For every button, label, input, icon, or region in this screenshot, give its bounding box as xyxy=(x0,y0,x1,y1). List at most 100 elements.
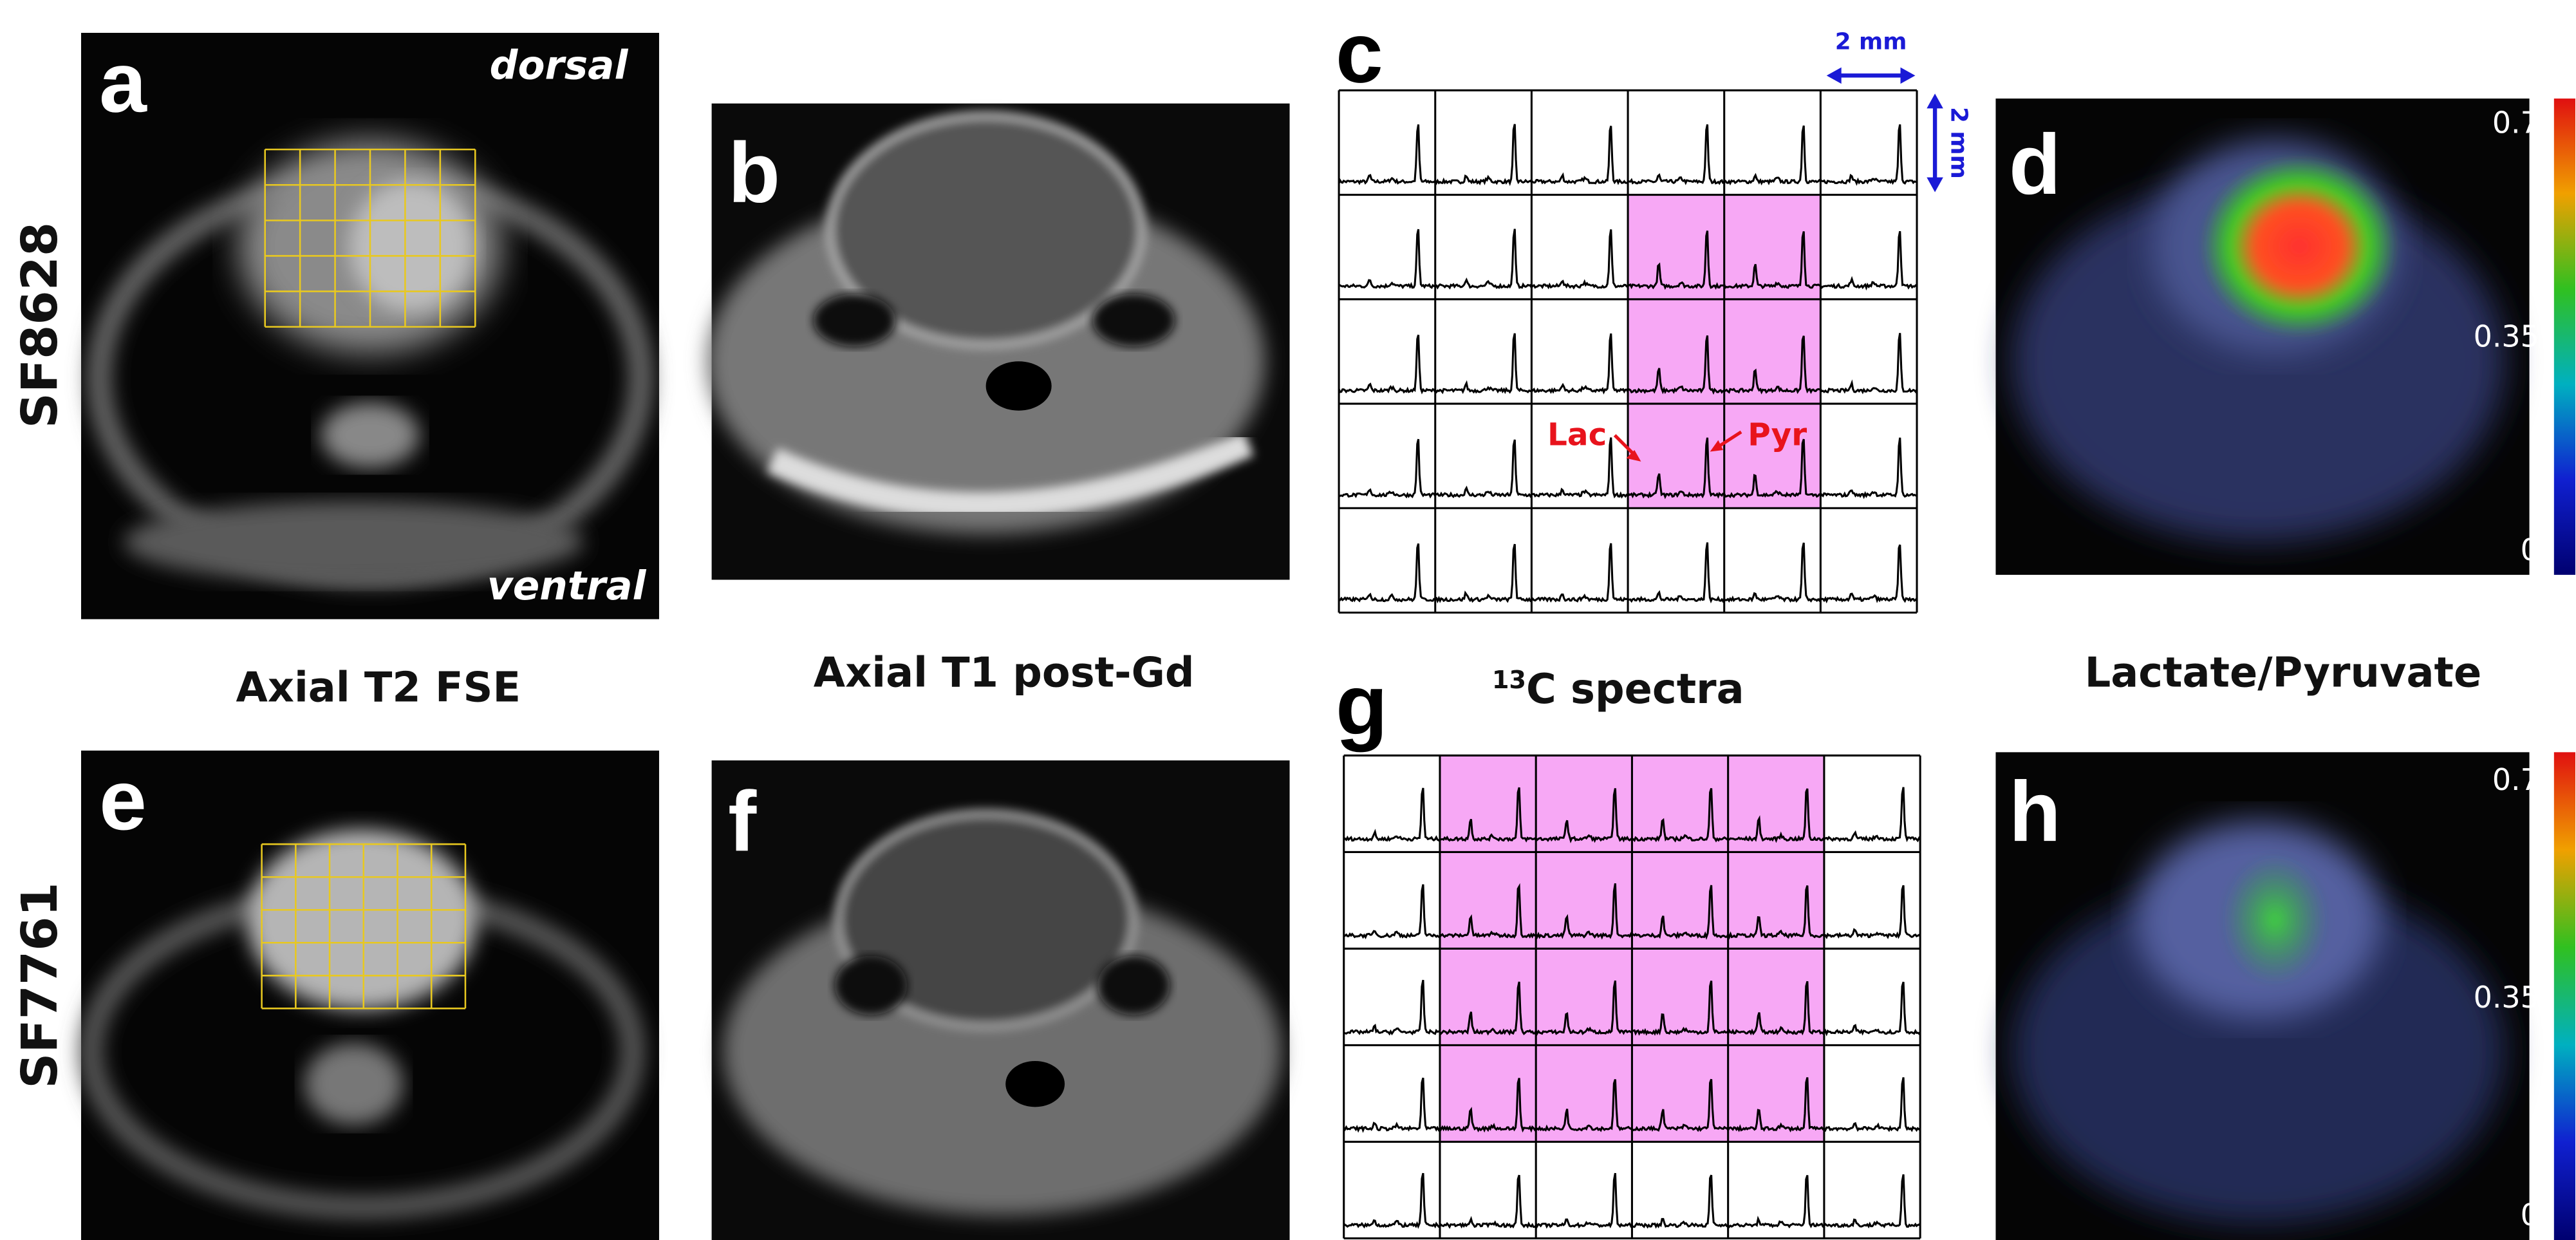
peak-label: Pyr xyxy=(1748,417,1807,453)
spectra-grid xyxy=(1343,754,1921,1239)
panel-letter: b xyxy=(728,126,780,221)
spectrum xyxy=(1434,439,1533,498)
spectrum xyxy=(1727,981,1825,1036)
panel-letter: d xyxy=(2009,117,2061,212)
panel-letter: h xyxy=(2009,764,2061,860)
spectrum xyxy=(1728,788,1825,843)
spectrum xyxy=(1723,231,1822,290)
spectrum xyxy=(1820,437,1918,500)
colorbar-ticks: 0.7 0.35 0 0.7 0.35 0 xyxy=(2474,106,2539,1232)
row-label: SF8628 xyxy=(12,222,69,428)
spectrum xyxy=(1631,1078,1729,1132)
ratio-map-d xyxy=(1995,99,2575,575)
column-title: Lactate/Pyruvate xyxy=(2085,649,2482,697)
panel-letter: e xyxy=(99,753,147,848)
ratio-map-h xyxy=(1995,752,2575,1240)
spectrum xyxy=(1535,788,1633,843)
spectrum xyxy=(1627,335,1724,395)
scale-label: 2 mm xyxy=(1835,29,1907,55)
spectrum xyxy=(1627,437,1725,500)
spectrum xyxy=(1434,333,1532,395)
column-title: Axial T1 post-Gd xyxy=(814,649,1195,697)
scale-bar xyxy=(1826,67,1943,193)
spectrum xyxy=(1343,884,1441,939)
colorbar-tick: 0 xyxy=(2521,1198,2539,1232)
spectrum xyxy=(1531,126,1629,185)
spectrum xyxy=(1723,438,1821,498)
orientation-label: ventral xyxy=(487,563,647,609)
title-text: C spectra xyxy=(1526,666,1744,713)
spectrum xyxy=(1727,1077,1825,1132)
spectrum xyxy=(1435,543,1533,604)
column-title: Axial T2 FSE xyxy=(236,664,521,711)
colorbar-tick: 0.7 xyxy=(2492,106,2539,140)
spectrum xyxy=(1531,229,1629,290)
voxel-grid xyxy=(264,148,476,328)
spectrum xyxy=(1434,124,1533,186)
column-title: 13C spectra xyxy=(1492,666,1744,713)
spectrum xyxy=(1531,543,1629,603)
spectrum xyxy=(1439,981,1537,1036)
spectrum xyxy=(1535,980,1633,1036)
spectrum xyxy=(1727,1175,1825,1229)
spectrum xyxy=(1535,1079,1633,1132)
spectrum xyxy=(1632,788,1729,843)
spectrum xyxy=(1338,438,1437,499)
spectrum xyxy=(1343,1077,1441,1133)
panel-letter: c xyxy=(1336,6,1383,101)
spectrum xyxy=(1823,787,1921,843)
spectrum xyxy=(1627,124,1724,185)
panel-letter: g xyxy=(1336,657,1388,753)
peak-arrow xyxy=(1613,430,1742,462)
spectrum xyxy=(1631,1174,1728,1229)
spectrum xyxy=(1723,542,1822,603)
spectrum xyxy=(1631,885,1730,940)
spectrum xyxy=(1439,883,1536,939)
spectrum xyxy=(1727,885,1825,940)
spectrum xyxy=(1823,981,1921,1037)
mri-t2-e xyxy=(79,750,659,1240)
spectrum xyxy=(1531,437,1629,499)
spectrum xyxy=(1823,1174,1921,1228)
spectrum xyxy=(1343,979,1441,1036)
spectrum xyxy=(1820,230,1918,291)
spectrum xyxy=(1339,543,1436,603)
spectra-grid xyxy=(1338,89,1918,614)
scale-label: 2 mm xyxy=(1946,107,1972,179)
spectrum xyxy=(1632,981,1729,1036)
panel-letter: a xyxy=(99,35,147,130)
peak-label: Lac xyxy=(1547,417,1607,453)
row-label: SF7761 xyxy=(12,882,69,1088)
spectrum xyxy=(1343,787,1440,842)
colorbar-tick: 0 xyxy=(2521,532,2539,567)
colorbar-tick: 0.35 xyxy=(2474,980,2539,1015)
spectrum xyxy=(1627,230,1725,290)
spectrum xyxy=(1820,124,1918,186)
spectrum xyxy=(1338,229,1436,290)
spectrum xyxy=(1824,885,1921,939)
spectrum xyxy=(1531,333,1629,395)
spectrum xyxy=(1439,1078,1537,1133)
spectrum xyxy=(1723,125,1822,186)
spectrum xyxy=(1535,1172,1633,1229)
spectrum xyxy=(1435,229,1533,290)
spectrum xyxy=(1343,1172,1441,1229)
spectrum xyxy=(1820,333,1918,395)
colorbar-tick: 0.7 xyxy=(2492,762,2539,797)
spectrum xyxy=(1535,883,1633,940)
spectrum xyxy=(1627,542,1726,604)
mri-t1-b xyxy=(706,103,1290,580)
panel-letter: f xyxy=(728,774,757,869)
superscript: 13 xyxy=(1492,666,1526,695)
voxel-grid xyxy=(261,843,467,1010)
spectrum xyxy=(1820,544,1918,604)
spectrum xyxy=(1823,1077,1921,1132)
orientation-label: dorsal xyxy=(490,42,629,88)
spectrum xyxy=(1724,335,1821,395)
mri-t1-f xyxy=(711,760,1290,1240)
spectrum xyxy=(1338,334,1437,395)
spectrum xyxy=(1439,1174,1537,1229)
colorbar-tick: 0.35 xyxy=(2474,319,2539,353)
spectrum xyxy=(1338,124,1436,185)
